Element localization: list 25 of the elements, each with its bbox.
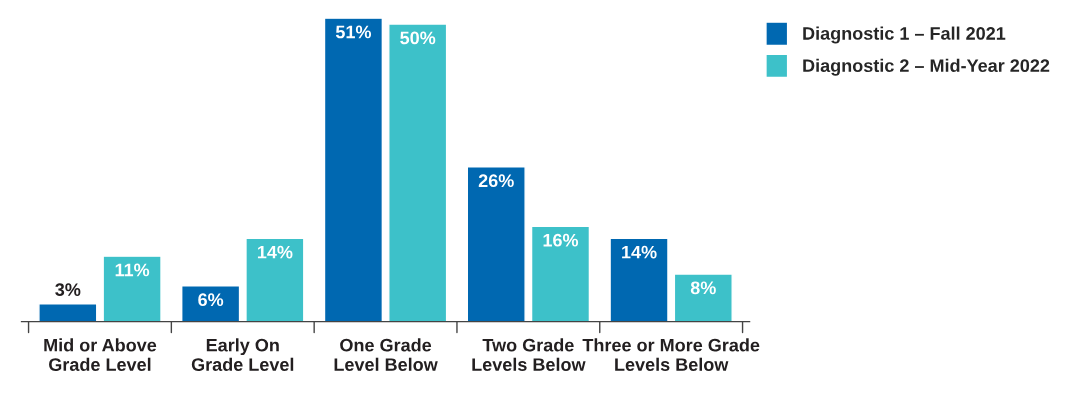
data-label: 8% — [690, 281, 716, 295]
legend-label: Diagnostic 2 – Mid-Year 2022 — [803, 58, 1050, 76]
data-label: 11% — [115, 263, 150, 277]
bar — [609, 237, 669, 322]
bar — [181, 285, 241, 322]
bar — [38, 303, 98, 322]
bar — [102, 255, 162, 322]
data-label: 6% — [198, 293, 224, 307]
data-label: 14% — [257, 245, 293, 259]
bar — [388, 23, 448, 322]
data-label: 3% — [55, 283, 81, 297]
data-label: 14% — [622, 245, 657, 259]
bar — [466, 166, 526, 322]
data-label: 51% — [335, 25, 372, 39]
legend-label: Diagnostic 1 – Fall 2021 — [803, 26, 1006, 44]
x-tick-label: One Grade Level Below — [334, 338, 438, 371]
data-label: 26% — [478, 174, 514, 188]
data-label: 16% — [543, 233, 579, 247]
bar — [530, 225, 591, 322]
x-tick-label: Mid or Above Grade Level — [44, 338, 157, 371]
bar — [673, 273, 733, 322]
bar — [323, 17, 384, 322]
bar — [245, 237, 305, 322]
data-label: 50% — [400, 31, 436, 45]
x-tick-label: Early On Grade Level — [191, 338, 294, 371]
